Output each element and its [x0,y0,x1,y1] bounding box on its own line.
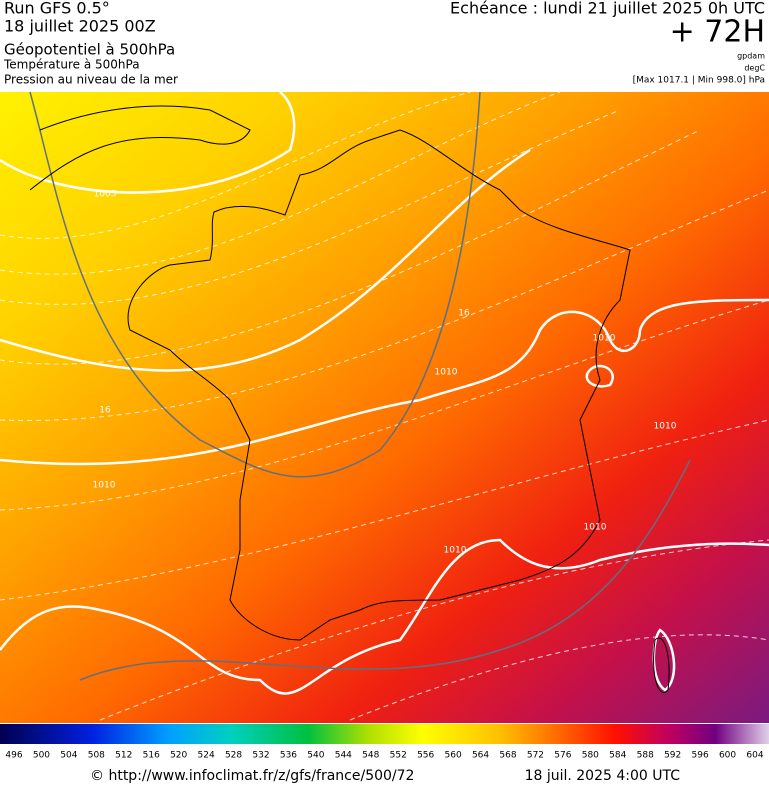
colorbar-label: 564 [472,751,489,761]
colorbar-label: 580 [582,751,599,761]
colorbar-label: 520 [170,751,187,761]
colorbar-label: 576 [554,751,571,761]
colorbar-label: 500 [33,751,50,761]
contour-label: 16 [458,309,470,319]
issue-time: 18 juil. 2025 4:00 UTC [525,768,681,784]
colorbar-label: 568 [499,751,516,761]
echeance: Echéance : lundi 21 juillet 2025 0h UTC [450,0,765,18]
layer-1: Géopotentiel à 500hPa [4,41,175,59]
colorbar-label: 536 [280,751,297,761]
colorbar-label: 504 [60,751,77,761]
contour-label: 1010 [584,523,607,533]
england-coast [29,105,251,191]
colorbar-label: 532 [252,751,269,761]
colorbar [0,724,769,744]
contour-label: 1010 [654,422,677,432]
colorbar-label: 508 [88,751,105,761]
lead-time: + 72H [670,15,765,50]
colorbar-label: 552 [390,751,407,761]
unit-2: degC [744,64,765,73]
temperature-isolines [0,91,769,721]
colorbar-labels: 496 500 504 508 512 516 520 524 528 532 536 540 544 5… [5,751,763,761]
france-outline [127,129,631,641]
corsica-coast [653,637,670,693]
colorbar-label: 600 [719,751,736,761]
colorbar-label: 584 [609,751,626,761]
contour-label: 1010 [435,368,458,378]
colorbar-label: 592 [664,751,681,761]
map: 1005 1010 1010 1010 1010 1010 1010 16 16 [0,91,769,723]
colorbar-label: 560 [445,751,462,761]
contour-labels: 1005 1010 1010 1010 1010 1010 1010 16 16 [93,190,677,556]
colorbar-label: 588 [637,751,654,761]
colorbar-label: 516 [143,751,160,761]
colorbar-label: 524 [198,751,215,761]
colorbar-label: 596 [692,751,709,761]
layer-2: Température à 500hPa [3,58,140,72]
layer-3: Pression au niveau de la mer [4,73,178,87]
source: © http://www.infoclimat.fr/z/gfs/france/… [90,768,414,784]
geopotential-lines [29,91,691,681]
run-label: Run GFS 0.5° [4,0,110,18]
colorbar-label: 604 [746,751,763,761]
contour-label: 1005 [94,190,117,200]
contour-label: 16 [99,406,111,416]
colorbar-label: 572 [527,751,544,761]
colorbar-label: 548 [362,751,379,761]
colorbar-label: 528 [225,751,242,761]
colorbar-label: 556 [417,751,434,761]
unit-1: gpdam [737,52,765,61]
run-date: 18 juillet 2025 00Z [4,17,156,36]
contour-label: 1010 [593,334,616,344]
colorbar-label: 544 [335,751,352,761]
contour-label: 1010 [93,481,116,491]
colorbar-label: 540 [307,751,324,761]
colorbar-label: 496 [5,751,22,761]
pressure-range: [Max 1017.1 | Min 998.0] hPa [633,76,765,86]
colorbar-label: 512 [115,751,132,761]
contour-label: 1010 [444,546,467,556]
